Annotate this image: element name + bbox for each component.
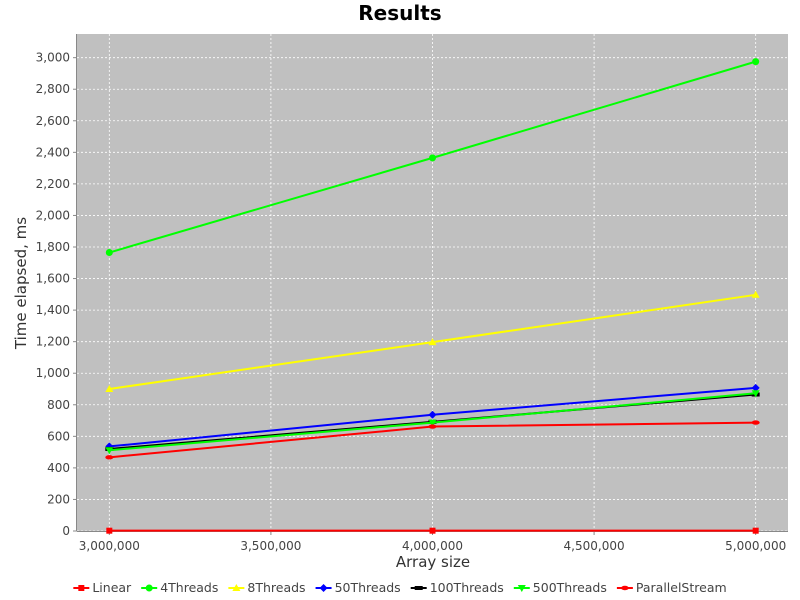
series-4threads (105, 58, 760, 257)
y-tick-label: 1,600 (36, 272, 70, 286)
y-tick-label: 2,400 (36, 145, 70, 159)
data-point (106, 527, 113, 534)
y-tick-label: 200 (47, 492, 70, 506)
data-point (428, 338, 437, 346)
y-tick-label: 2,000 (36, 208, 70, 222)
y-tick-label: 2,600 (36, 114, 70, 128)
legend-marker (78, 585, 85, 591)
data-point (751, 290, 760, 298)
legend-item-linear: Linear (73, 580, 132, 595)
y-tick-label: 2,800 (36, 82, 70, 96)
data-point (429, 154, 436, 162)
legend-label: ParallelStream (636, 580, 727, 595)
legend-item-4threads: 4Threads (141, 580, 218, 595)
legend-label: 500Threads (533, 580, 607, 595)
x-tick-label: 3,500,000 (240, 539, 301, 553)
legend-item-50threads: 50Threads (315, 580, 401, 595)
legend-item-parallelstream: ParallelStream (616, 580, 727, 595)
chart-title: Results (358, 1, 441, 25)
legend-item-8threads: 8Threads (228, 580, 306, 595)
legend-marker (145, 584, 153, 592)
legend-label: 100Threads (430, 580, 504, 595)
y-tick-label: 2,200 (36, 177, 70, 191)
data-point (428, 410, 437, 419)
data-point (751, 420, 760, 425)
x-axis-label: Array size (396, 553, 470, 571)
series-linear (106, 527, 759, 534)
series-50threads (105, 383, 760, 451)
x-tick-label: 3,000,000 (79, 539, 140, 553)
data-point (428, 424, 437, 429)
data-point (105, 249, 113, 257)
y-tick-label: 400 (47, 461, 70, 475)
y-tick-label: 1,000 (36, 366, 70, 380)
series-8threads (105, 290, 760, 392)
x-tick-label: 4,000,000 (402, 539, 463, 553)
x-tick-label: 4,500,000 (564, 539, 625, 553)
y-tick-label: 1,800 (36, 240, 70, 254)
legend: Linear 4Threads 8Threads 50Threads 100Thread… (73, 580, 727, 595)
legend-marker (319, 584, 328, 592)
data-point (752, 527, 759, 534)
legend-label: 50Threads (335, 580, 401, 595)
legend-label: 4Threads (160, 580, 218, 595)
y-tick-label: 1,400 (36, 303, 70, 317)
legend-marker (517, 585, 526, 592)
data-point (105, 385, 114, 392)
legend-marker (620, 585, 629, 591)
data-point (105, 447, 114, 455)
data-point (751, 383, 760, 392)
data-point (751, 390, 760, 398)
series-500threads (105, 390, 760, 455)
data-point (428, 419, 437, 427)
series-layer (105, 58, 760, 534)
data-point (105, 455, 114, 460)
y-tick-label: 600 (47, 429, 70, 443)
legend-marker (414, 586, 423, 590)
y-tick-label: 0 (62, 524, 70, 538)
x-tick-label: 5,000,000 (725, 539, 786, 553)
legend-item-500threads: 500Threads (513, 580, 607, 595)
y-axis-label: Time elapsed, ms (12, 217, 30, 350)
data-point (429, 527, 436, 534)
legend-item-100threads: 100Threads (410, 580, 504, 595)
legend-label: 8Threads (247, 580, 305, 595)
legend-marker (232, 584, 241, 591)
y-tick-label: 1,200 (36, 335, 70, 349)
y-tick-label: 800 (47, 398, 70, 412)
y-tick-label: 3,000 (36, 51, 70, 65)
legend-label: Linear (92, 580, 132, 595)
series-parallelstream (105, 420, 760, 460)
data-point (752, 58, 760, 66)
